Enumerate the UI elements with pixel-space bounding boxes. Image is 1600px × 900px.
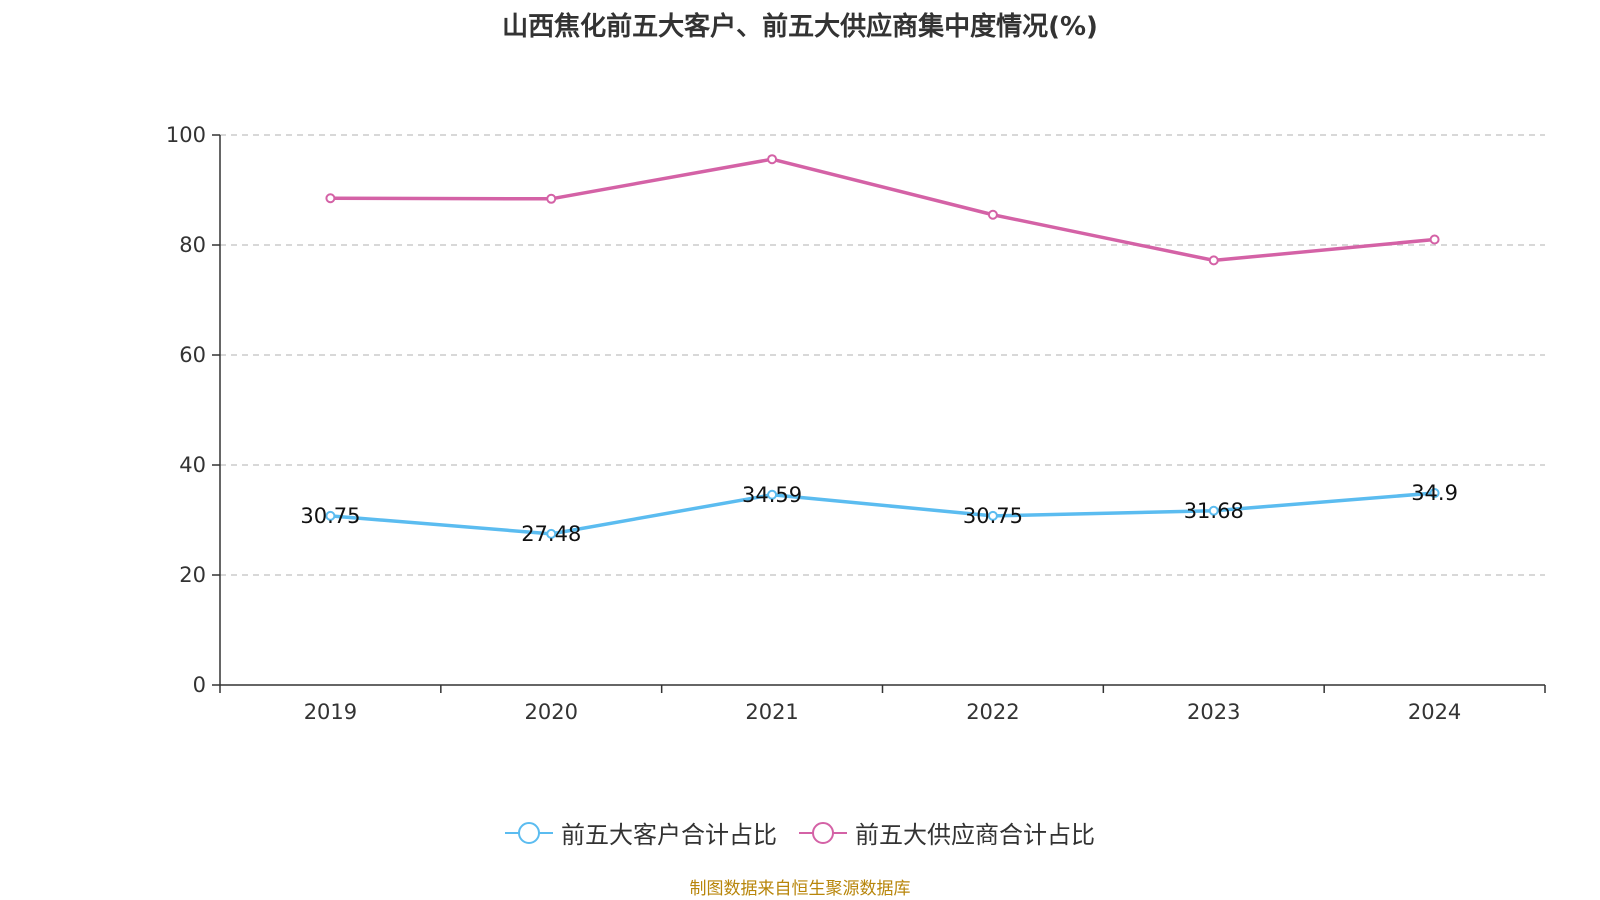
legend: 前五大客户合计占比 前五大供应商合计占比: [0, 815, 1600, 850]
chart-title: 山西焦化前五大客户、前五大供应商集中度情况(%): [502, 12, 1098, 42]
data-point: [325, 510, 336, 521]
data-point: [546, 193, 557, 204]
data-label: 34.9: [1411, 481, 1458, 505]
data-label: 31.68: [1184, 499, 1244, 523]
data-label: 30.75: [300, 504, 360, 528]
y-tick-label: 80: [179, 233, 206, 257]
y-tick-label: 0: [193, 673, 206, 697]
legend-marker-suppliers-icon: [799, 821, 847, 844]
y-tick-label: 100: [166, 123, 206, 147]
data-point: [1208, 505, 1219, 516]
y-tick-label: 60: [179, 343, 206, 367]
series-line-0: [330, 491, 1435, 536]
x-tick-label: 2024: [1408, 700, 1461, 724]
data-label: 34.59: [742, 483, 802, 507]
x-tick-label: 2022: [966, 700, 1019, 724]
data-point: [546, 528, 557, 539]
x-tick-label: 2020: [525, 700, 578, 724]
data-point: [1208, 255, 1219, 266]
y-tick-label: 40: [179, 453, 206, 477]
data-point: [1429, 234, 1440, 245]
legend-marker-customers-icon: [505, 821, 553, 844]
data-point: [767, 489, 778, 500]
y-tick-label: 20: [179, 563, 206, 587]
x-tick-label: 2021: [745, 700, 798, 724]
x-tick-label: 2023: [1187, 700, 1240, 724]
series-line-1: [330, 157, 1435, 263]
legend-label-suppliers: 前五大供应商合计占比: [855, 821, 1095, 849]
data-point: [1429, 488, 1440, 499]
data-point: [987, 209, 998, 220]
data-point: [325, 193, 336, 204]
legend-item-suppliers[interactable]: 前五大供应商合计占比: [799, 815, 1095, 850]
x-tick-label: 2019: [304, 700, 357, 724]
legend-label-customers: 前五大客户合计占比: [561, 821, 777, 849]
data-point: [767, 154, 778, 165]
data-label: 27.48: [521, 522, 581, 546]
source-note: 制图数据来自恒生聚源数据库: [689, 879, 911, 899]
data-label: 30.75: [963, 504, 1023, 528]
data-point: [987, 510, 998, 521]
legend-item-customers[interactable]: 前五大客户合计占比: [505, 815, 777, 850]
